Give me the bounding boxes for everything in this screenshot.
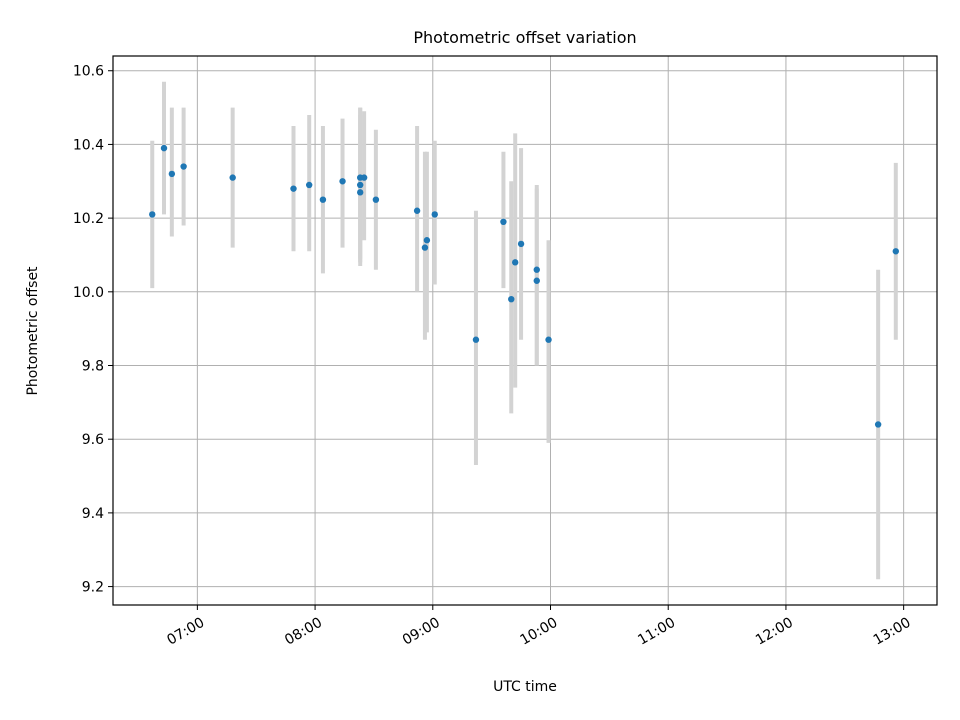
x-tick-label: 11:00 [635,615,678,649]
x-axis-label: UTC time [493,679,557,695]
x-tick-label: 07:00 [164,615,207,649]
plot-area-frame [112,55,938,606]
data-point [545,336,552,343]
chart-title: Photometric offset variation [413,28,636,47]
data-point [229,174,236,181]
data-point [360,174,368,181]
y-tick-label: 9.2 [82,580,104,596]
data-point [533,277,540,284]
data-point [357,181,364,189]
data-point [511,259,519,266]
data-point [423,237,431,244]
data-point [517,240,525,248]
y-tick-label: 10.6 [73,64,104,80]
data-point [874,421,882,428]
data-point [472,336,480,343]
y-tick-label: 10.4 [73,137,104,153]
x-tick-label: 12:00 [753,615,796,649]
data-points [149,144,899,428]
x-axis-ticks: 07:00 08:00 09:00 10:00 11:00 12:00 13:00 [164,605,914,649]
errorbars [150,81,898,580]
data-point [413,207,421,214]
y-tick-label: 10.0 [73,285,104,301]
data-point [508,295,515,303]
grid [113,56,937,605]
data-point [533,266,540,273]
data-point [339,178,346,185]
data-point [421,244,429,251]
y-axis-label: Photometric offset [25,266,41,396]
data-point [372,196,380,203]
data-point [290,185,297,192]
data-point [500,218,507,226]
data-point [431,211,438,218]
x-tick-label: 08:00 [282,615,325,649]
y-tick-label: 9.6 [82,432,104,448]
data-point [357,189,364,196]
x-tick-label: 13:00 [871,615,914,649]
data-point [160,144,168,152]
data-point [319,196,327,203]
y-axis-ticks: 9.2 9.4 9.6 9.8 10.0 10.2 10.4 10.6 [73,64,113,596]
data-point [892,248,899,255]
x-tick-label: 10:00 [518,615,561,649]
data-point [168,170,176,178]
y-tick-label: 10.2 [73,211,104,227]
data-point [149,211,156,218]
x-tick-label: 09:00 [400,615,443,649]
y-tick-label: 9.4 [82,506,104,522]
data-point [180,163,187,170]
y-tick-label: 9.8 [82,359,104,375]
data-point [305,181,313,189]
